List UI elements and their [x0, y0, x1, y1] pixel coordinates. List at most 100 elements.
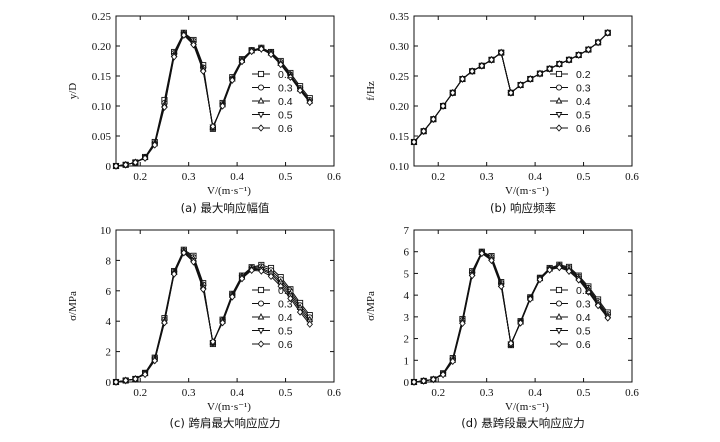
- data-point: [161, 319, 168, 327]
- data-point: [536, 69, 544, 78]
- x-axis-label: V/(m·s⁻¹): [207, 401, 251, 413]
- y-tick-label: 5: [404, 268, 410, 280]
- data-point: [449, 357, 456, 366]
- y-tick-label: 0.25: [92, 11, 112, 23]
- data-point: [604, 29, 611, 37]
- data-point: [248, 47, 255, 56]
- legend-label: 0.2: [576, 285, 591, 297]
- legend-label: 0.4: [278, 96, 293, 108]
- y-tick-label: 10: [100, 225, 112, 237]
- plot-frame: [115, 229, 335, 383]
- x-tick-label: 0.3: [182, 387, 196, 399]
- data-point: [488, 56, 495, 64]
- data-point: [498, 282, 505, 291]
- data-point: [161, 103, 168, 111]
- legend-label: 0.4: [278, 312, 293, 324]
- legend-marker: [555, 112, 563, 119]
- panel-caption: (d) 悬跨段最大响应应力: [461, 416, 584, 430]
- data-point: [527, 75, 534, 83]
- panel-b: 0.2 0.3 0.4 0.5 0.60.100.150.200.250.300.35V…: [365, 11, 639, 215]
- data-point: [585, 45, 592, 54]
- data-point: [219, 102, 226, 110]
- legend-label: 0.3: [278, 299, 293, 311]
- legend-label: 0.6: [278, 339, 293, 351]
- data-point: [449, 89, 456, 97]
- legend-marker: [257, 300, 265, 307]
- data-point: [180, 249, 188, 257]
- data-point: [132, 375, 139, 383]
- y-tick-label: 7: [404, 225, 410, 237]
- data-point: [468, 67, 476, 75]
- x-axis-label: V/(m·s⁻¹): [505, 401, 549, 413]
- series-0_6: [410, 249, 611, 386]
- data-point: [556, 263, 563, 272]
- x-tick-label: 0.3: [182, 171, 196, 183]
- x-tick-label: 0.6: [327, 387, 341, 399]
- data-point: [468, 271, 476, 280]
- series-0_6: [112, 249, 313, 386]
- x-tick-label: 0.6: [625, 387, 639, 399]
- data-point: [296, 86, 304, 95]
- legend: 0.2 0.30.4 0.50.6: [252, 69, 293, 135]
- data-point: [430, 115, 437, 123]
- y-tick-label: 0.05: [92, 131, 112, 143]
- y-tick-label: 0.30: [390, 41, 410, 53]
- y-tick-label: 0: [106, 161, 112, 173]
- series-0_6: [112, 31, 313, 170]
- data-point: [112, 378, 120, 386]
- legend-marker: [555, 70, 563, 78]
- data-point: [248, 266, 255, 274]
- legend-label: 0.2: [278, 69, 293, 81]
- data-point: [420, 127, 427, 135]
- panel-d: 0.2 0.3 0.4 0.5 0.601234567V/(m·s⁻¹)σ/MPa0.2…: [365, 225, 639, 430]
- data-point: [141, 154, 149, 162]
- data-point: [209, 338, 217, 346]
- x-tick-label: 0.5: [279, 171, 293, 183]
- data-point: [498, 48, 505, 57]
- y-tick-label: 4: [404, 290, 410, 302]
- data-point: [190, 258, 197, 266]
- data-point: [238, 57, 246, 66]
- legend-label: 0.3: [278, 83, 293, 95]
- legend-label: 0.5: [576, 110, 591, 122]
- data-point: [122, 161, 129, 169]
- legend-marker: [555, 286, 563, 294]
- data-point: [594, 38, 602, 47]
- y-tick-label: 0.15: [390, 131, 410, 143]
- data-point: [170, 270, 178, 278]
- x-tick-label: 0.6: [327, 171, 341, 183]
- y-tick-label: 0.35: [390, 11, 410, 23]
- data-point: [507, 89, 515, 97]
- y-tick-label: 0: [106, 377, 112, 389]
- panel-caption: (c) 跨肩最大响应应力: [170, 416, 281, 430]
- legend-label: 0.5: [576, 326, 591, 338]
- data-point: [112, 162, 120, 170]
- x-tick-label: 0.4: [528, 387, 542, 399]
- data-point: [190, 41, 197, 49]
- legend-label: 0.2: [278, 285, 293, 297]
- data-point: [229, 293, 236, 301]
- data-point: [517, 81, 524, 89]
- legend-marker: [257, 84, 265, 91]
- data-point: [565, 267, 573, 275]
- data-point: [410, 138, 418, 146]
- data-point: [141, 370, 149, 379]
- data-point: [594, 301, 602, 310]
- y-axis-label: y/D: [67, 83, 79, 100]
- legend-marker: [555, 124, 563, 132]
- data-point: [151, 141, 158, 149]
- legend: 0.2 0.30.4 0.50.6: [252, 285, 293, 351]
- data-point: [287, 73, 294, 81]
- y-tick-label: 6: [106, 286, 112, 298]
- legend-label: 0.6: [278, 123, 293, 135]
- data-point: [546, 65, 553, 73]
- x-tick-label: 0.4: [230, 171, 244, 183]
- x-tick-label: 0.6: [625, 171, 639, 183]
- legend-marker: [555, 313, 563, 320]
- legend-marker: [555, 328, 563, 335]
- x-tick-label: 0.3: [480, 171, 494, 183]
- data-point: [488, 256, 495, 265]
- data-point: [565, 56, 573, 64]
- data-point: [556, 60, 563, 68]
- y-tick-label: 0.10: [390, 161, 410, 173]
